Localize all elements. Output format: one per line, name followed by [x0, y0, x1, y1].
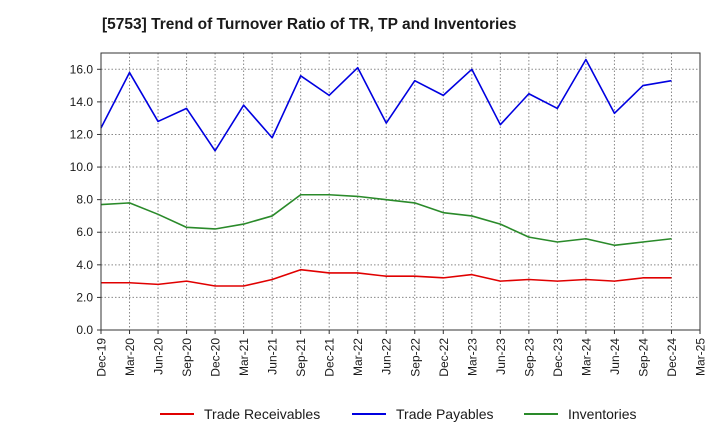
- y-tick-label: 16.0: [70, 62, 94, 76]
- x-tick-label: Sep-23: [522, 338, 536, 377]
- x-tick-label: Jun-21: [266, 338, 280, 375]
- x-tick-label: Sep-20: [180, 338, 194, 377]
- legend-item-trade-payables: Trade Payables: [352, 406, 494, 422]
- x-tick-label: Mar-20: [123, 338, 137, 376]
- y-tick-label: 14.0: [70, 95, 94, 109]
- y-tick-label: 4.0: [76, 258, 93, 272]
- legend-label: Trade Payables: [396, 406, 494, 422]
- series-line-inventories: [100, 193, 672, 247]
- legend-item-inventories: Inventories: [524, 406, 636, 422]
- legend-label: Inventories: [568, 406, 636, 422]
- grid-layer: [101, 53, 700, 330]
- x-tick-label: Dec-24: [665, 338, 679, 377]
- x-axis-tick-labels: Dec-19 Mar-20 Jun-20 Sep-20 Dec-20 Mar-21 Jun-…: [95, 330, 708, 377]
- plot-frame: [100, 52, 701, 331]
- y-tick-label: 8.0: [76, 193, 93, 207]
- y-axis-tick-labels: 0.0 2.0 4.0 6.0 8.0 10.0 12.0 14.0 16.0: [70, 62, 101, 337]
- legend: Trade Receivables Trade Payables Inventori…: [160, 406, 636, 422]
- y-tick-label: 6.0: [76, 225, 93, 239]
- legend-label: Trade Receivables: [204, 406, 320, 422]
- x-tick-label: Mar-24: [579, 338, 593, 376]
- series-layer: [100, 58, 672, 287]
- x-tick-label: Mar-25: [694, 338, 708, 376]
- y-tick-label: 0.0: [76, 323, 93, 337]
- series-line-trade-receivables: [101, 268, 672, 287]
- x-tick-label: Mar-21: [237, 338, 251, 376]
- chart-title: [5753] Trend of Turnover Ratio of TR, TP…: [102, 16, 517, 33]
- y-tick-label: 12.0: [70, 127, 94, 141]
- x-tick-label: Jun-20: [152, 338, 166, 375]
- x-tick-label: Sep-24: [636, 338, 650, 377]
- x-tick-label: Dec-20: [209, 338, 223, 377]
- x-tick-label: Mar-22: [351, 338, 365, 376]
- legend-item-trade-receivables: Trade Receivables: [160, 406, 320, 422]
- x-tick-label: Sep-21: [294, 338, 308, 377]
- x-tick-label: Mar-23: [465, 338, 479, 376]
- x-tick-label: Dec-23: [551, 338, 565, 377]
- x-tick-label: Dec-19: [95, 338, 109, 377]
- x-tick-label: Jun-22: [380, 338, 394, 375]
- x-tick-label: Dec-22: [437, 338, 451, 377]
- x-tick-label: Dec-21: [323, 338, 337, 377]
- x-tick-label: Jun-23: [494, 338, 508, 375]
- x-tick-label: Jun-24: [608, 338, 622, 375]
- series-line-trade-payables: [100, 58, 672, 152]
- y-tick-label: 2.0: [76, 290, 93, 304]
- y-tick-label: 10.0: [70, 160, 94, 174]
- x-tick-label: Sep-22: [408, 338, 422, 377]
